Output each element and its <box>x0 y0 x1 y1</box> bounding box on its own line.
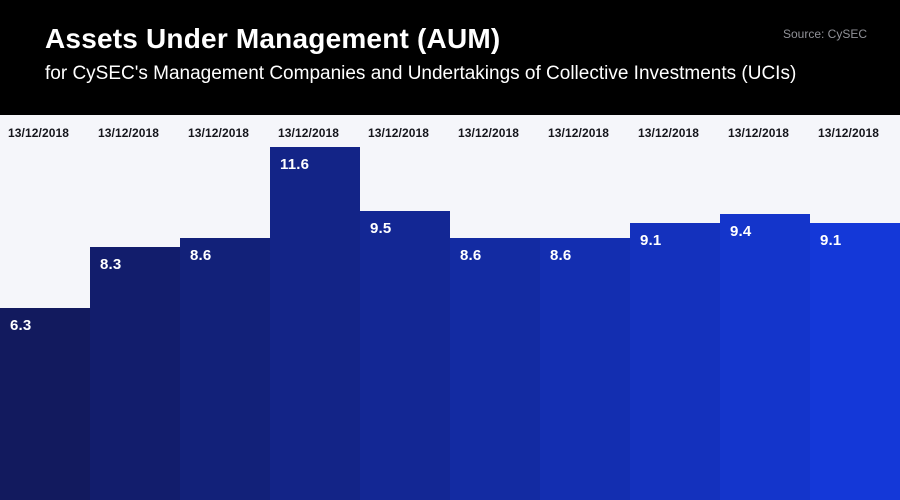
value-label: 9.4 <box>730 222 752 240</box>
value-label: 9.5 <box>370 219 392 237</box>
category-label: 13/12/2018 <box>818 126 880 140</box>
bar: 9.4 <box>720 213 810 500</box>
bar: 11.6 <box>270 147 360 500</box>
header: Assets Under Management (AUM) for CySEC'… <box>0 0 900 115</box>
value-label: 8.6 <box>550 247 572 265</box>
category-label: 13/12/2018 <box>98 126 160 140</box>
value-label: 9.1 <box>640 232 662 249</box>
value-label: 6.3 <box>10 317 32 335</box>
value-label: 11.6 <box>280 156 310 173</box>
value-label: 8.6 <box>460 247 482 265</box>
bar: 8.6 <box>180 238 270 500</box>
category-label: 13/12/2018 <box>638 126 700 140</box>
bar: 8.3 <box>90 247 180 500</box>
category-label: 13/12/2018 <box>188 126 250 140</box>
category-label: 13/12/2018 <box>368 126 430 140</box>
bar: 9.1 <box>810 223 900 500</box>
bar: 9.1 <box>630 223 720 500</box>
bar-chart: 13/12/2018 6.3 13/12/2018 8.3 13/12/2018 8.6 1… <box>0 115 900 500</box>
bar: 8.6 <box>450 238 540 500</box>
value-label: 8.6 <box>190 247 212 265</box>
bar: 9.5 <box>360 210 450 500</box>
category-label: 13/12/2018 <box>728 126 790 140</box>
page-title: Assets Under Management (AUM) <box>45 23 501 54</box>
category-label: 13/12/2018 <box>548 126 610 140</box>
category-label: 13/12/2018 <box>278 126 340 140</box>
value-label: 9.1 <box>820 232 842 249</box>
page-subtitle: for CySEC's Management Companies and Und… <box>45 63 797 84</box>
value-label: 8.3 <box>100 256 122 274</box>
category-label: 13/12/2018 <box>8 126 70 140</box>
bar: 8.6 <box>540 238 630 500</box>
source-label: Source: CySEC <box>782 27 867 41</box>
bar: 6.3 <box>0 308 90 500</box>
category-label: 13/12/2018 <box>458 126 520 140</box>
